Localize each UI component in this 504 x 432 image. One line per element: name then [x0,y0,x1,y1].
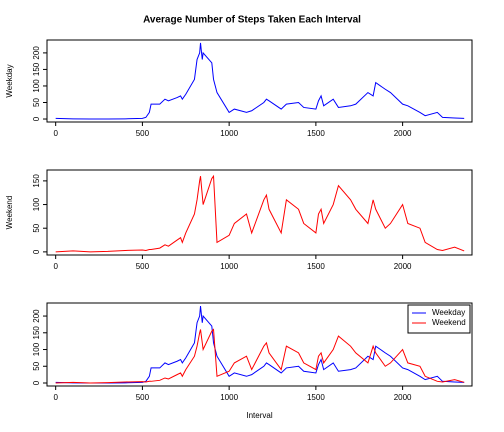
x-axis-label: Interval [246,411,272,420]
y-tick-label: 200 [32,46,41,60]
y-axis-label: Weekday [5,64,14,97]
legend-box [407,304,471,334]
chart-title: Average Number of Steps Taken Each Inter… [143,15,361,26]
y-tick-label: 0 [32,249,41,254]
plot-box [46,169,473,256]
y-tick-label: 100 [32,79,41,93]
x-tick-label: 1000 [220,129,238,138]
x-tick-label: 2000 [394,129,412,138]
legend-label: Weekday [432,308,465,317]
plot-box [46,39,473,123]
x-tick-label: 1500 [307,393,325,402]
y-tick-label: 150 [32,326,41,340]
plot-box [46,302,473,387]
x-tick-label: 1500 [307,262,325,271]
y-tick-label: 150 [32,62,41,76]
x-tick-label: 1000 [220,393,238,402]
x-tick-label: 1000 [220,262,238,271]
line [55,305,465,384]
x-tick-label: 500 [136,393,150,402]
line [55,328,465,384]
y-tick-label: 50 [32,361,41,370]
y-tick-label: 0 [32,116,41,121]
y-tick-label: 150 [32,174,41,188]
x-tick-label: 2000 [394,393,412,402]
y-tick-label: 200 [32,309,41,323]
x-tick-label: 2000 [394,262,412,271]
y-tick-label: 100 [32,197,41,211]
y-tick-label: 50 [32,223,41,232]
y-tick-label: 50 [32,97,41,106]
x-tick-label: 500 [136,129,150,138]
x-tick-label: 0 [53,129,58,138]
y-tick-label: 100 [32,342,41,356]
x-tick-label: 0 [53,262,58,271]
y-tick-label: 0 [32,380,41,385]
line [55,42,465,120]
x-tick-label: 0 [53,393,58,402]
line [55,174,465,253]
y-axis-label: Weekend [5,196,14,230]
legend-label: Weekend [432,318,466,327]
x-tick-label: 500 [136,262,150,271]
x-tick-label: 1500 [307,129,325,138]
